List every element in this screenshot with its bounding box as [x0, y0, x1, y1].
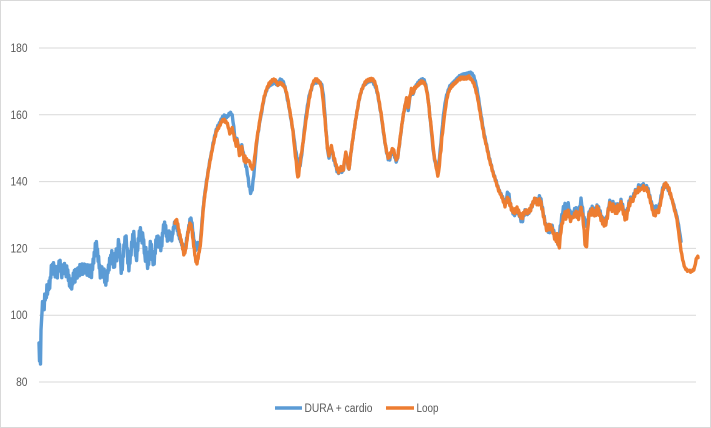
- svg-text:140: 140: [11, 177, 28, 189]
- svg-text:DURA + cardio: DURA + cardio: [305, 403, 373, 415]
- svg-text:180: 180: [11, 43, 28, 55]
- svg-text:100: 100: [11, 310, 28, 322]
- svg-text:80: 80: [16, 377, 27, 389]
- svg-text:120: 120: [11, 243, 28, 255]
- svg-text:Loop: Loop: [417, 403, 439, 415]
- svg-text:160: 160: [11, 110, 28, 122]
